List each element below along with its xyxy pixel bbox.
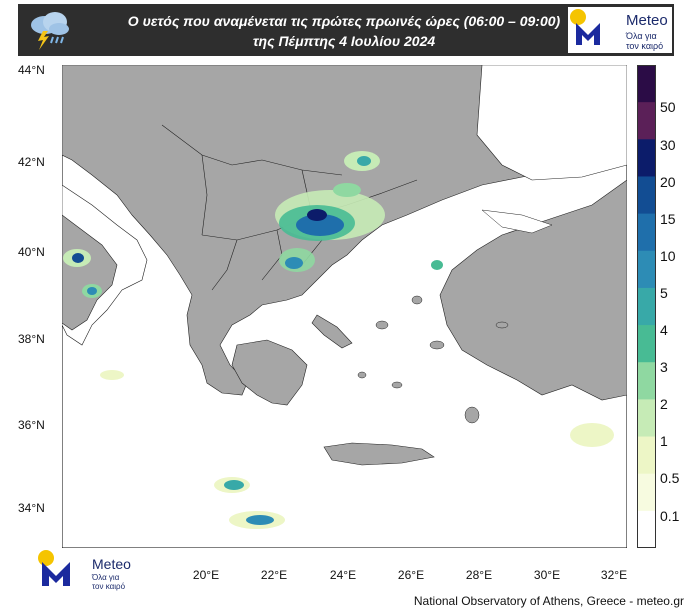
precipitation-areas xyxy=(63,151,614,529)
precipitation-colorbar xyxy=(637,65,656,548)
colorbar-band xyxy=(637,399,656,438)
logo-name: Meteo xyxy=(626,12,668,29)
lon-label-26: 26°E xyxy=(397,568,425,582)
bottom-logo-name: Meteo xyxy=(92,556,131,572)
precipitation-map xyxy=(62,65,627,548)
colorbar-label-3: 3 xyxy=(660,359,668,375)
colorbar-label-30: 30 xyxy=(660,137,676,153)
colorbar-label-5: 5 xyxy=(660,285,668,301)
colorbar-label-4: 4 xyxy=(660,322,668,338)
lon-label-20: 20°E xyxy=(192,568,220,582)
lat-label-36: 36°N xyxy=(18,418,45,432)
meteo-logo-bottom-mark xyxy=(38,550,70,586)
colorbar-band xyxy=(637,325,656,363)
lat-label-38: 38°N xyxy=(18,332,45,346)
lon-label-28: 28°E xyxy=(465,568,493,582)
land-peloponnese xyxy=(231,339,308,406)
logo-tagline-1: Όλα για xyxy=(626,31,657,41)
logo-tagline-2: τον καιρό xyxy=(626,41,664,51)
header-banner: Ο υετός που αναμένεται τις πρώτες πρωινέ… xyxy=(18,4,674,56)
colorbar-band xyxy=(637,362,656,400)
bottom-logo-tagline-1: Όλα για xyxy=(92,573,120,582)
colorbar-label-15: 15 xyxy=(660,211,676,227)
thunderstorm-icon xyxy=(25,7,73,53)
colorbar-label-0-5: 0.5 xyxy=(660,470,680,486)
meteo-logo-mark xyxy=(570,9,600,45)
lon-label-24: 24°E xyxy=(329,568,357,582)
colorbar-band xyxy=(637,473,656,512)
land-euboea xyxy=(311,314,353,349)
footer-credit: National Observatory of Athens, Greece -… xyxy=(413,594,684,608)
colorbar-label-1: 1 xyxy=(660,433,668,449)
lat-label-44: 44°N xyxy=(18,63,45,77)
colorbar-band xyxy=(637,510,656,548)
lat-label-40: 40°N xyxy=(18,245,45,259)
colorbar-band xyxy=(637,436,656,475)
lon-label-30: 30°E xyxy=(533,568,561,582)
lat-label-42: 42°N xyxy=(18,155,45,169)
colorbar-label-50: 50 xyxy=(660,99,676,115)
meteo-logo: Meteo Όλα για τον καιρό xyxy=(568,7,672,53)
map-title: Ο υετός που αναμένεται τις πρώτες πρωινέ… xyxy=(127,13,561,29)
lat-label-34: 34°N xyxy=(18,501,45,515)
bottom-logo-tagline-2: τον καιρό xyxy=(92,582,126,591)
land-crete xyxy=(323,442,435,466)
colorbar-band xyxy=(637,176,656,215)
colorbar-label-10: 10 xyxy=(660,248,676,264)
colorbar-band xyxy=(637,139,656,177)
colorbar-band xyxy=(637,213,656,252)
colorbar-band xyxy=(637,250,656,289)
colorbar-band xyxy=(637,65,656,103)
colorbar-band xyxy=(637,287,656,326)
colorbar-label-2: 2 xyxy=(660,396,668,412)
meteo-logo-bottom: Meteo Όλα για τον καιρό xyxy=(36,548,146,592)
colorbar-label-20: 20 xyxy=(660,174,676,190)
map-subtitle: της Πέμπτης 4 Ιουλίου 2024 xyxy=(252,33,436,49)
colorbar-band xyxy=(637,102,656,140)
lon-label-32: 32°E xyxy=(600,568,628,582)
lon-label-22: 22°E xyxy=(260,568,288,582)
colorbar-label-0-1: 0.1 xyxy=(660,508,680,524)
